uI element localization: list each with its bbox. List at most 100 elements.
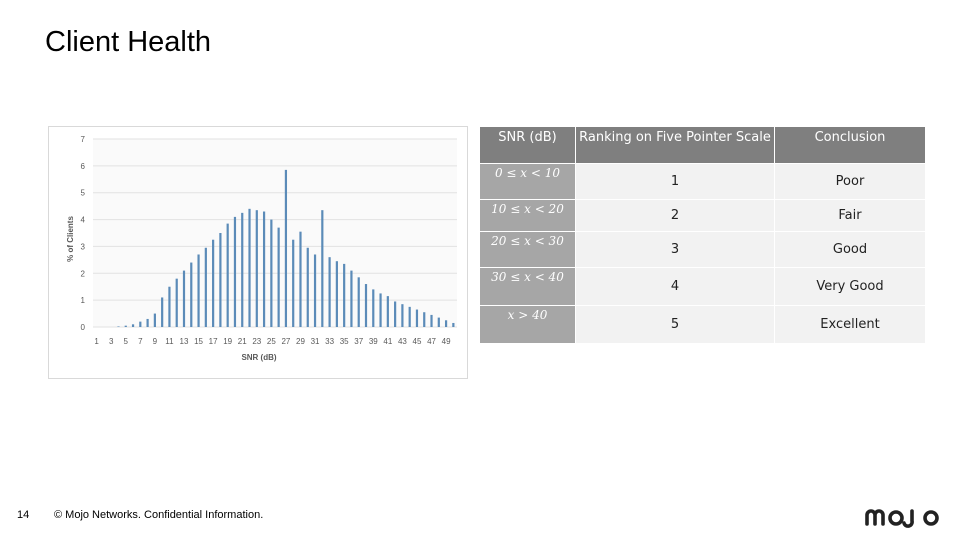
histogram-bar xyxy=(131,324,135,327)
histogram-bar xyxy=(321,210,324,327)
snr-range-cell: x > 40 xyxy=(479,305,576,344)
snr-ranking-table: SNR (dB) Ranking on Five Pointer Scale C… xyxy=(479,126,926,344)
header-conclusion: Conclusion xyxy=(774,126,926,164)
histogram-bar xyxy=(262,211,266,327)
histogram-bar xyxy=(386,296,389,327)
histogram-bar xyxy=(401,304,404,327)
histogram-bar xyxy=(241,212,244,327)
histogram-bar xyxy=(394,301,397,327)
histogram-bar xyxy=(255,210,258,327)
histogram-bar xyxy=(248,208,251,327)
x-tick-label: 23 xyxy=(252,337,261,346)
histogram-bar xyxy=(430,314,433,327)
histogram-bar xyxy=(364,284,368,327)
header-snr: SNR (dB) xyxy=(479,126,576,164)
x-tick-label: 19 xyxy=(223,337,232,346)
y-tick-label: 6 xyxy=(81,162,86,171)
histogram-bar xyxy=(204,247,207,327)
ranking-cell: 1 xyxy=(575,163,775,200)
histogram-bar xyxy=(175,278,178,327)
histogram-bar xyxy=(161,297,164,327)
histogram-bar xyxy=(452,322,455,327)
histogram-bar xyxy=(284,169,288,327)
x-tick-label: 15 xyxy=(194,337,203,346)
ranking-cell: 3 xyxy=(575,231,775,268)
table-row: 0 ≤ x < 10 1 Poor xyxy=(479,163,926,200)
histogram-bar xyxy=(299,231,302,327)
x-tick-label: 27 xyxy=(281,337,290,346)
y-tick-label: 4 xyxy=(81,216,86,225)
snr-range-cell: 30 ≤ x < 40 xyxy=(479,267,576,306)
y-tick-label: 7 xyxy=(81,135,86,144)
x-tick-label: 11 xyxy=(165,337,174,346)
histogram-bar xyxy=(212,239,215,327)
plot-area xyxy=(93,139,457,327)
histogram-bar xyxy=(328,257,331,327)
histogram-bar xyxy=(219,233,222,327)
table-row: 30 ≤ x < 40 4 Very Good xyxy=(479,267,926,306)
histogram-bar xyxy=(190,262,193,327)
x-tick-label: 47 xyxy=(427,337,436,346)
histogram-bar xyxy=(182,270,186,327)
snr-range-cell: 10 ≤ x < 20 xyxy=(479,199,576,232)
conclusion-cell: Fair xyxy=(774,199,926,232)
histogram-bar xyxy=(292,239,295,327)
histogram-bar xyxy=(423,312,426,327)
y-axis-title: % of Clients xyxy=(66,216,75,262)
x-tick-label: 33 xyxy=(325,337,334,346)
x-tick-label: 13 xyxy=(180,337,189,346)
x-tick-label: 43 xyxy=(398,337,407,346)
x-tick-label: 7 xyxy=(138,337,143,346)
histogram-bar xyxy=(357,277,360,327)
copyright-notice: © Mojo Networks. Confidential Informatio… xyxy=(54,509,264,521)
histogram-bar xyxy=(343,263,346,327)
x-tick-label: 37 xyxy=(354,337,363,346)
x-tick-label: 25 xyxy=(267,337,276,346)
ranking-cell: 2 xyxy=(575,199,775,232)
table-row: 20 ≤ x < 30 3 Good xyxy=(479,231,926,268)
histogram-bar xyxy=(124,325,127,327)
snr-histogram-chart: 0 1 2 3 4 5 6 7 1 3 5 7 9 11 13 15 17 19 21 23 25 27 29 31 33 35 3… xyxy=(48,126,468,379)
x-tick-label: 3 xyxy=(109,337,114,346)
page-number: 14 xyxy=(17,509,30,521)
histogram-bar xyxy=(335,261,338,327)
y-tick-label: 2 xyxy=(81,269,86,278)
histogram-bar xyxy=(408,306,411,327)
histogram-bar xyxy=(277,227,280,327)
x-tick-label: 5 xyxy=(124,337,129,346)
histogram-bar xyxy=(313,254,317,327)
histogram-bar xyxy=(197,254,200,327)
conclusion-cell: Excellent xyxy=(774,305,926,344)
histogram-bar xyxy=(350,270,353,327)
ranking-cell: 5 xyxy=(575,305,775,344)
y-tick-label: 5 xyxy=(81,189,86,198)
x-tick-label: 35 xyxy=(340,337,349,346)
y-tick-label: 3 xyxy=(81,242,86,251)
page-title: Client Health xyxy=(45,26,212,58)
x-tick-label: 29 xyxy=(296,337,305,346)
histogram-bar xyxy=(168,286,171,327)
table-row: 10 ≤ x < 20 2 Fair xyxy=(479,199,926,232)
histogram-bar xyxy=(437,317,440,327)
conclusion-cell: Very Good xyxy=(774,267,926,306)
histogram-bar xyxy=(372,289,375,327)
histogram-bar xyxy=(153,313,156,327)
histogram-bar xyxy=(139,321,142,327)
histogram-bar xyxy=(226,223,229,327)
histogram-bar xyxy=(306,247,309,327)
x-tick-label: 45 xyxy=(413,337,422,346)
snr-range-cell: 0 ≤ x < 10 xyxy=(479,163,576,200)
histogram-bar xyxy=(444,320,448,327)
histogram-bar xyxy=(270,219,273,327)
x-tick-label: 1 xyxy=(94,337,99,346)
table-header-row: SNR (dB) Ranking on Five Pointer Scale C… xyxy=(479,126,926,164)
y-tick-label: 0 xyxy=(81,323,86,332)
conclusion-cell: Poor xyxy=(774,163,926,200)
x-tick-label: 49 xyxy=(442,337,451,346)
mojo-logo xyxy=(865,509,939,528)
x-axis-title: SNR (dB) xyxy=(241,353,276,362)
x-tick-label: 39 xyxy=(369,337,378,346)
x-tick-label: 17 xyxy=(209,337,218,346)
x-tick-label: 21 xyxy=(238,337,247,346)
